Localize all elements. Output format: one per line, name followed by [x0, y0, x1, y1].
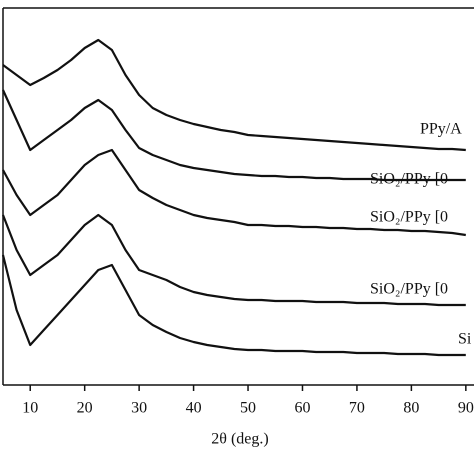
series-label: Si — [458, 331, 472, 348]
x-tick-label: 60 — [294, 400, 310, 417]
x-tick-label: 80 — [403, 400, 419, 417]
x-tick-label: 20 — [77, 400, 93, 417]
series-line — [2, 148, 466, 237]
x-axis-label: 2θ (deg.) — [211, 431, 268, 448]
x-tick-label: 10 — [22, 400, 38, 417]
series-line — [1, 213, 466, 307]
series-label: SiO₂/PPy [0 — [370, 209, 448, 226]
x-tick-label: 30 — [131, 400, 147, 417]
series-label: SiO₂/PPy [0 — [370, 171, 448, 188]
x-tick-label: 70 — [349, 400, 365, 417]
series-line — [1, 254, 466, 357]
series-line — [1, 89, 466, 182]
series-label: PPy/A — [420, 121, 462, 138]
series-line — [2, 38, 466, 152]
x-tick-label: 40 — [186, 400, 202, 417]
x-tick-label: 90 — [458, 400, 474, 417]
x-tick-label: 50 — [240, 400, 256, 417]
series-label: SiO₂/PPy [0 — [370, 281, 448, 298]
